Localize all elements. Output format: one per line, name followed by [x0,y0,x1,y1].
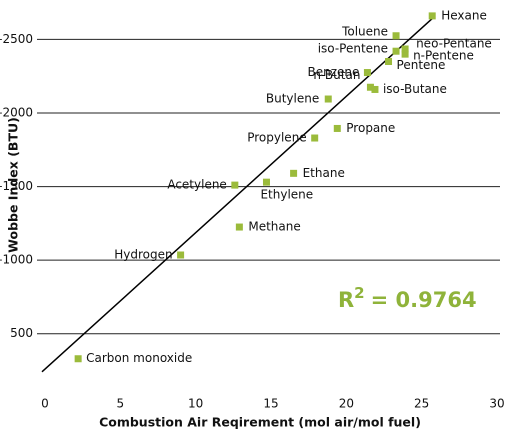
point [428,12,436,20]
x-tick-label: 15 [263,397,278,411]
point-label: neo-Pentane [416,36,492,50]
x-tick-label: 5 [117,397,125,411]
point-label: Hydrogen [114,248,172,262]
point [231,181,239,189]
y-tick-label: –1500 [0,179,33,193]
point-label: iso-Pentene [318,42,388,56]
point [392,32,400,40]
x-tick-label: 10 [188,397,203,411]
point-label: Carbon monoxide [86,351,192,365]
x-tick-label: 0 [41,397,49,411]
point-label: Hexane [441,8,487,22]
point-label: Acetylene [167,178,227,192]
point-label: n-Butan [313,68,360,82]
annotation-base: R [338,288,354,312]
x-tick-label: 30 [489,397,504,411]
point [401,45,409,53]
x-tick-label: 25 [414,397,429,411]
point [324,95,332,103]
point-label: Ethane [303,166,345,180]
annotation-sup: 2 [354,284,364,302]
point-label: Pentene [397,58,446,72]
point [363,69,371,77]
point [385,58,393,66]
point [235,223,243,231]
point [290,169,298,177]
point [371,85,379,93]
point [311,134,319,142]
point [392,47,400,55]
point-label: Butylene [266,92,319,106]
point-label: Ethylene [260,188,313,202]
point-label: Propane [346,121,395,135]
x-tick-label: 20 [339,397,354,411]
point [74,355,82,363]
point-label: Propylene [247,131,306,145]
point-label: Methane [248,220,300,234]
point [333,124,341,132]
y-tick-label: –1000 [0,253,33,267]
point-label: Benzene [308,65,360,79]
trendline [41,17,433,373]
y-tick-label: –2000 [0,106,33,120]
annotation-rest: = 0.9764 [371,288,477,312]
x-axis-title: Combustion Air Reqirement (mol air/mol f… [99,415,421,430]
point [366,83,374,91]
y-axis-title: Wobbe Index (BTU) [6,117,21,253]
point-label: n-Pentene [413,49,474,63]
point-label: Toluene [341,24,388,38]
point [262,178,270,186]
point [177,251,185,259]
y-tick-label: –2500 [0,32,33,46]
y-tick-label: 500 [10,326,33,340]
annotation: R2 = 0.9764 [338,284,477,313]
point-label: iso-Butane [383,82,447,96]
point [401,50,409,58]
